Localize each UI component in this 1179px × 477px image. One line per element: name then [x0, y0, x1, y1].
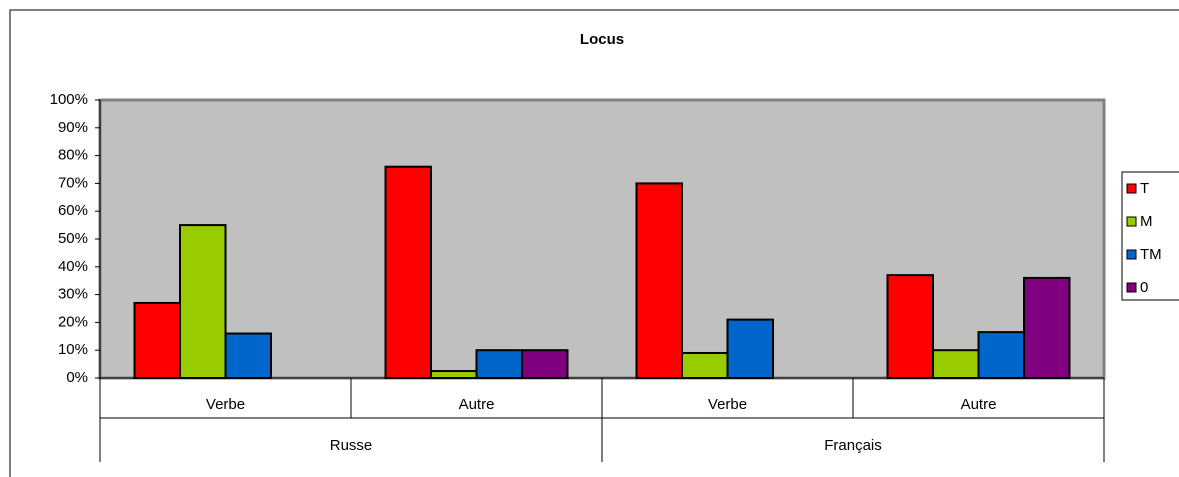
y-tick-label: 70% [58, 174, 88, 191]
y-tick-label: 40% [58, 258, 88, 275]
x-tick-label: Autre [459, 396, 495, 413]
bar [224, 332, 272, 379]
bar [179, 224, 227, 379]
bar [932, 349, 980, 380]
legend-swatch [1126, 183, 1137, 194]
y-tick-label: 30% [58, 286, 88, 303]
y-tick-label: 80% [58, 147, 88, 164]
bar [133, 301, 181, 379]
legend-label: M [1140, 213, 1153, 230]
plot-area [98, 98, 1106, 380]
bar [886, 274, 934, 380]
bar [521, 349, 569, 380]
chart-title: Locus [580, 31, 624, 48]
group-label: Français [824, 437, 882, 454]
bar [635, 182, 683, 379]
bar [726, 318, 774, 379]
bar [384, 165, 432, 379]
group-label: Russe [330, 437, 373, 454]
x-tick-label: Verbe [206, 396, 245, 413]
legend-label: 0 [1140, 279, 1148, 296]
y-tick-label: 100% [50, 91, 88, 108]
legend-swatch [1126, 249, 1137, 260]
x-tick-label: Verbe [708, 396, 747, 413]
y-tick-label: 60% [58, 202, 88, 219]
y-tick-label: 20% [58, 313, 88, 330]
bar [430, 370, 478, 379]
bar [681, 351, 729, 380]
y-tick-label: 50% [58, 230, 88, 247]
legend-swatch [1126, 282, 1137, 293]
y-tick-label: 0% [66, 369, 88, 386]
legend-swatch [1126, 216, 1137, 227]
bar [475, 349, 523, 380]
bar [1023, 276, 1071, 380]
legend-label: T [1140, 180, 1149, 197]
y-tick-label: 10% [58, 341, 88, 358]
bar [977, 331, 1025, 380]
y-tick-label: 90% [58, 119, 88, 136]
legend-label: TM [1140, 246, 1162, 263]
x-tick-label: Autre [961, 396, 997, 413]
